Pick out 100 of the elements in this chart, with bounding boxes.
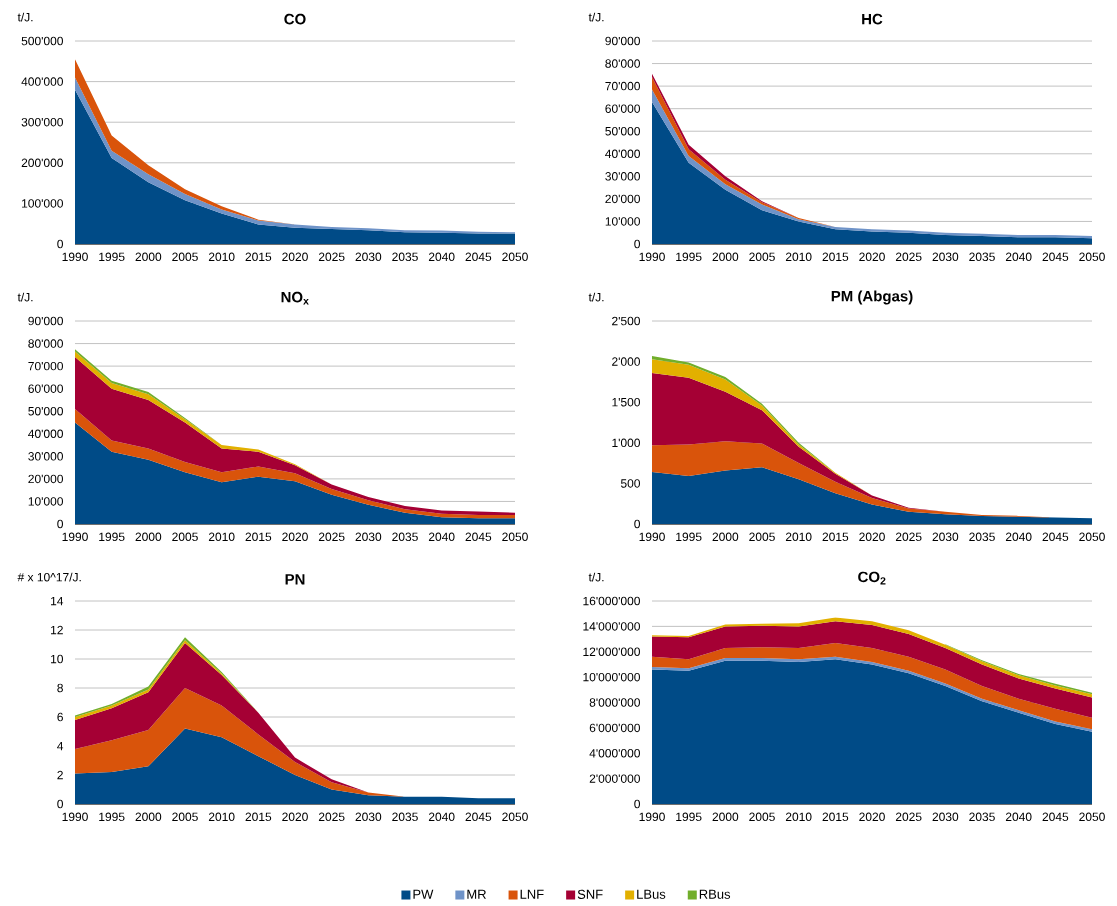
y-tick-label: 500 (620, 479, 640, 488)
x-tick-label: 2045 (1042, 252, 1069, 262)
legend-label: LBus (637, 889, 666, 899)
x-tick-label: 2045 (465, 252, 492, 262)
y-tick-label: 60'000 (605, 104, 640, 113)
y-tick-label: 4'000'000 (589, 749, 640, 758)
y-tick-label: 80'000 (28, 339, 63, 348)
x-tick-label: 2045 (1042, 532, 1069, 542)
x-tick-label: 2050 (1079, 532, 1105, 542)
chart-title: PM (Abgas) (831, 290, 913, 305)
y-tick-label: 90'000 (605, 36, 640, 46)
y-axis-title: t/J. (588, 12, 604, 22)
y-tick-label: 30'000 (28, 452, 63, 461)
y-tick-label: 60'000 (28, 384, 63, 393)
y-tick-label: 8'000'000 (589, 698, 640, 707)
x-tick-label: 2050 (502, 812, 528, 822)
legend-label: MR (467, 889, 486, 899)
x-tick-label: 2025 (318, 532, 345, 542)
x-tick-label: 2040 (1005, 532, 1032, 542)
y-axis-title: # x 10^17/J. (17, 572, 81, 582)
x-tick-label: 2035 (969, 532, 995, 542)
y-tick-label: 2'000'000 (589, 774, 640, 783)
x-tick-label: 2005 (172, 812, 198, 822)
y-tick-label: 0 (634, 799, 641, 809)
x-tick-label: 2045 (1042, 812, 1069, 822)
x-tick-label: 2025 (895, 532, 922, 542)
x-tick-label: 2035 (392, 252, 418, 262)
x-tick-label: 1990 (639, 252, 665, 262)
x-tick-label: 2030 (355, 812, 382, 822)
y-tick-label: 50'000 (605, 126, 640, 136)
x-tick-label: 2015 (245, 812, 272, 822)
x-tick-label: 1995 (99, 252, 125, 262)
x-tick-label: 2050 (1079, 252, 1105, 262)
x-tick-label: 2020 (282, 532, 308, 542)
y-tick-label: 100'000 (22, 199, 63, 208)
y-tick-label: 40'000 (605, 149, 640, 159)
x-tick-label: 2015 (822, 532, 849, 542)
y-tick-label: 70'000 (28, 361, 63, 371)
x-tick-label: 2045 (465, 532, 492, 542)
chart-title: PN (285, 574, 305, 585)
y-tick-label: 40'000 (28, 429, 63, 439)
x-tick-label: 2015 (245, 532, 272, 542)
x-tick-label: 2035 (392, 532, 418, 542)
x-tick-label: 2020 (282, 252, 308, 262)
x-tick-label: 2010 (785, 812, 812, 822)
y-tick-label: 10'000'000 (583, 672, 640, 682)
x-tick-label: 2020 (859, 252, 885, 262)
y-tick-label: 16'000'000 (583, 596, 640, 606)
y-tick-label: 0 (634, 519, 641, 529)
y-tick-label: 2'000 (612, 357, 640, 366)
x-tick-label: 2005 (749, 812, 775, 822)
x-tick-label: 2010 (785, 252, 812, 262)
x-tick-label: 2000 (135, 532, 162, 542)
x-tick-label: 1990 (62, 532, 88, 542)
y-tick-label: 20'000 (605, 194, 640, 204)
x-tick-label: 2010 (785, 532, 812, 542)
legend-label: LNF (520, 889, 544, 899)
y-axis-title: t/J. (17, 292, 33, 302)
y-tick-label: 500'000 (21, 36, 63, 46)
x-tick-label: 2045 (465, 812, 492, 822)
x-tick-label: 2040 (1005, 812, 1032, 822)
y-tick-label: 200'000 (21, 158, 63, 168)
y-tick-label: 50'000 (28, 406, 63, 416)
x-tick-label: 2050 (502, 252, 528, 262)
x-tick-label: 2035 (969, 252, 995, 262)
x-tick-label: 2030 (355, 252, 382, 262)
y-tick-label: 2 (57, 770, 63, 780)
x-tick-label: 2040 (1005, 252, 1032, 262)
x-tick-label: 2010 (208, 812, 235, 822)
y-tick-label: 8 (57, 683, 63, 693)
x-tick-label: 2000 (712, 532, 739, 542)
x-tick-label: 2005 (749, 252, 775, 262)
x-tick-label: 2010 (208, 532, 235, 542)
y-tick-label: 10 (51, 654, 63, 664)
x-tick-label: 2000 (135, 252, 162, 262)
x-tick-label: 2030 (932, 252, 959, 262)
y-axis-title: t/J. (588, 572, 604, 582)
x-tick-label: 1990 (62, 252, 88, 262)
x-tick-label: 2000 (135, 812, 162, 822)
chart-title: CO$_{2}$ (858, 571, 886, 585)
y-tick-label: 0 (57, 519, 63, 529)
x-tick-label: 2005 (749, 532, 775, 542)
x-tick-label: 2020 (859, 532, 885, 542)
x-tick-label: 2015 (822, 812, 849, 822)
y-tick-label: 1'000 (612, 438, 640, 448)
y-tick-label: 30'000 (605, 172, 640, 181)
x-tick-label: 2030 (355, 532, 382, 542)
x-tick-label: 2005 (172, 252, 198, 262)
y-tick-label: 12'000'000 (583, 647, 640, 656)
y-tick-label: 1'500 (612, 397, 640, 407)
x-tick-label: 1995 (99, 812, 125, 822)
x-tick-label: 2025 (895, 252, 922, 262)
x-tick-label: 2020 (282, 812, 308, 822)
x-tick-label: 2000 (712, 812, 739, 822)
y-tick-label: 90'000 (28, 316, 63, 326)
x-tick-label: 2025 (318, 252, 345, 262)
chart-title: HC (862, 13, 883, 25)
x-tick-label: 2000 (712, 252, 739, 262)
x-tick-label: 2035 (969, 812, 995, 822)
y-tick-label: 14'000'000 (583, 622, 640, 631)
